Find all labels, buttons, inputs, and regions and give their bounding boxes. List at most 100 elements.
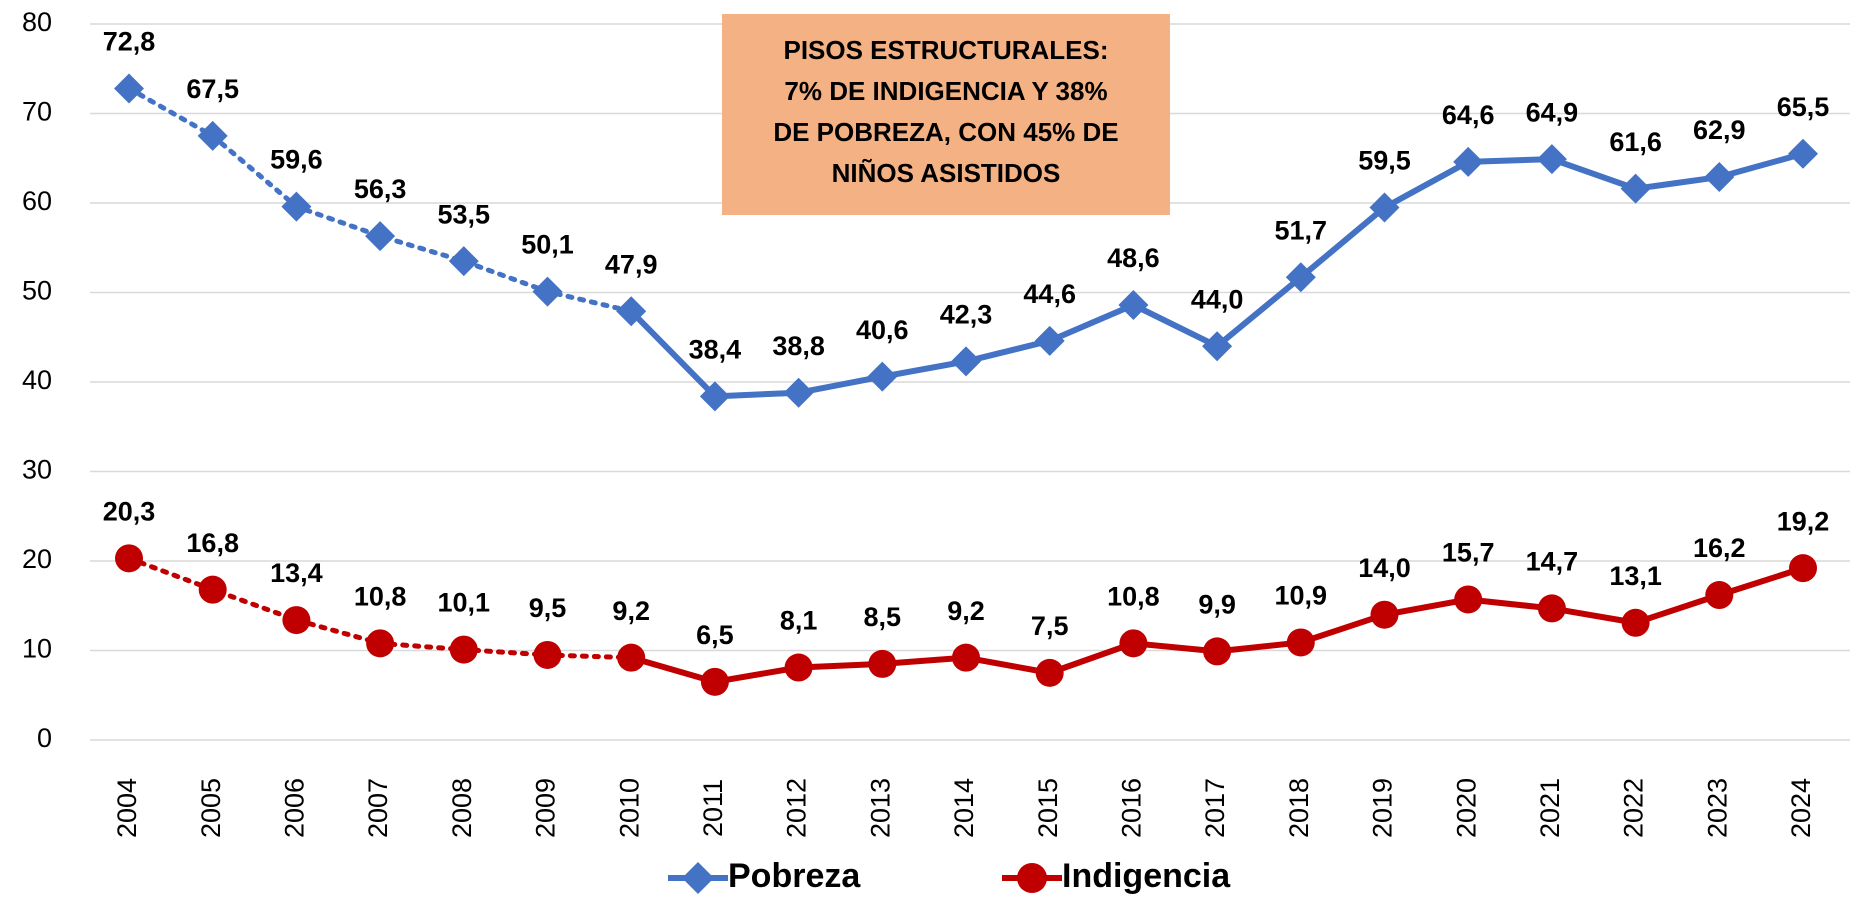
marker	[448, 246, 479, 277]
marker	[198, 575, 227, 604]
data-label: 16,2	[1693, 533, 1746, 563]
y-tick-label: 40	[22, 365, 52, 395]
x-tick-label: 2022	[1619, 778, 1649, 838]
data-label: 53,5	[438, 199, 491, 229]
annotation-box	[722, 14, 1170, 215]
data-label: 16,8	[186, 528, 239, 558]
data-label: 47,9	[605, 249, 658, 279]
data-label: 59,6	[270, 145, 323, 175]
marker	[197, 120, 228, 151]
marker	[1536, 144, 1567, 175]
data-label: 10,8	[1107, 581, 1160, 611]
marker	[784, 653, 813, 682]
marker	[617, 643, 646, 672]
data-label: 64,6	[1442, 100, 1495, 130]
x-tick-label: 2010	[614, 778, 644, 838]
data-label: 20,3	[103, 496, 156, 526]
marker	[365, 221, 396, 252]
marker	[1034, 325, 1065, 356]
data-label: 9,5	[529, 593, 567, 623]
data-label: 8,1	[780, 606, 818, 636]
y-tick-label: 80	[22, 7, 52, 37]
x-tick-label: 2009	[531, 778, 561, 838]
legend-label: Pobreza	[728, 857, 861, 895]
x-tick-label: 2016	[1117, 778, 1147, 838]
x-tick-label: 2020	[1451, 778, 1481, 838]
x-tick-label: 2023	[1702, 778, 1732, 838]
marker	[1286, 628, 1315, 657]
marker	[616, 296, 647, 327]
data-label: 10,1	[438, 588, 491, 618]
annotation-text: DE POBREZA, CON 45% DE	[773, 117, 1118, 147]
y-tick-label: 30	[22, 455, 52, 485]
x-tick-label: 2024	[1786, 778, 1816, 838]
marker	[1454, 585, 1483, 614]
data-label: 48,6	[1107, 243, 1160, 273]
data-label: 61,6	[1609, 127, 1662, 157]
x-tick-label: 2018	[1284, 778, 1314, 838]
data-label: 15,7	[1442, 538, 1495, 568]
marker	[682, 862, 714, 894]
marker	[1704, 162, 1735, 193]
marker	[281, 191, 312, 222]
marker	[1119, 629, 1148, 658]
marker	[1370, 600, 1399, 629]
marker	[1118, 290, 1149, 321]
data-label: 38,8	[772, 331, 825, 361]
marker	[867, 361, 898, 392]
data-label: 38,4	[689, 334, 742, 364]
marker	[533, 640, 562, 669]
data-label: 6,5	[696, 620, 734, 650]
marker	[282, 606, 311, 635]
x-tick-label: 2015	[1033, 778, 1063, 838]
data-label: 13,4	[270, 558, 323, 588]
y-tick-label: 60	[22, 186, 52, 216]
data-label: 44,6	[1023, 279, 1076, 309]
x-tick-label: 2019	[1368, 778, 1398, 838]
y-tick-label: 50	[22, 276, 52, 306]
marker	[366, 629, 395, 658]
data-label: 44,0	[1191, 284, 1244, 314]
marker	[115, 544, 143, 573]
data-label: 7,5	[1031, 611, 1069, 641]
annotation-text: NIÑOS ASISTIDOS	[832, 158, 1061, 188]
data-label: 50,1	[521, 230, 574, 260]
data-label: 10,8	[354, 581, 407, 611]
marker	[1017, 863, 1047, 893]
x-tick-label: 2007	[363, 778, 393, 838]
marker	[114, 73, 144, 104]
marker	[532, 276, 563, 307]
data-label: 42,3	[940, 300, 993, 330]
marker	[700, 667, 729, 696]
data-label: 40,6	[856, 315, 909, 345]
marker	[699, 381, 730, 412]
data-label: 9,2	[947, 596, 985, 626]
x-tick-label: 2013	[865, 778, 895, 838]
marker	[1705, 581, 1734, 610]
marker	[1621, 608, 1650, 637]
marker	[952, 643, 980, 672]
marker	[1369, 192, 1400, 223]
marker	[449, 635, 478, 664]
data-label: 56,3	[354, 174, 407, 204]
data-label: 8,5	[864, 602, 902, 632]
x-tick-label: 2011	[698, 779, 728, 837]
legend-label: Indigencia	[1062, 857, 1231, 895]
y-tick-label: 70	[22, 97, 52, 127]
marker	[1789, 554, 1817, 583]
annotation-text: PISOS ESTRUCTURALES:	[783, 35, 1108, 65]
marker	[1202, 331, 1233, 362]
data-label: 19,2	[1777, 506, 1830, 536]
y-tick-label: 0	[37, 723, 52, 753]
data-label: 64,9	[1526, 97, 1579, 127]
annotation-text: 7% DE INDIGENCIA Y 38%	[784, 76, 1107, 106]
marker	[1035, 658, 1064, 687]
data-label: 62,9	[1693, 115, 1746, 145]
data-label: 10,9	[1275, 581, 1328, 611]
data-label: 13,1	[1609, 561, 1662, 591]
data-label: 67,5	[186, 74, 239, 104]
x-tick-label: 2021	[1535, 778, 1565, 838]
data-label: 65,5	[1777, 92, 1830, 122]
marker	[1620, 173, 1651, 204]
x-tick-label: 2004	[112, 778, 142, 838]
